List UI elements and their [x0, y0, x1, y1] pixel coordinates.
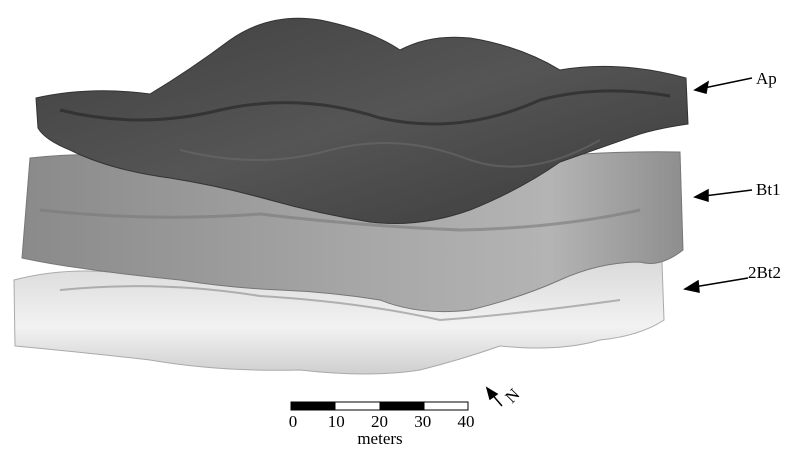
layer-label: Ap [756, 69, 777, 88]
scale-tick-label: 30 [414, 412, 431, 431]
scale-bar [291, 402, 468, 410]
scale-tick-label: 40 [458, 412, 475, 431]
north-label: N [501, 385, 523, 407]
scale-tick-label: 0 [289, 412, 298, 431]
layer-label: Bt1 [756, 180, 781, 199]
scale-tick-label: 10 [328, 412, 345, 431]
soil-layer-diagram: Ap Bt1 2Bt2 010203040 meters N [0, 0, 787, 455]
north-arrow [487, 388, 502, 406]
label-arrow [685, 78, 752, 292]
layer-label: 2Bt2 [748, 263, 781, 282]
scale-unit: meters [357, 429, 402, 448]
